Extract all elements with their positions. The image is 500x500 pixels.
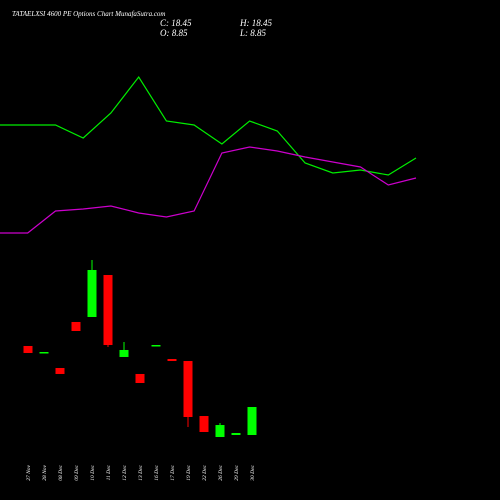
open-label: O: 8.85	[160, 28, 188, 38]
candle-body	[231, 433, 241, 435]
candle-body	[55, 368, 65, 374]
candle-body	[103, 275, 113, 345]
x-tick-label: 30 Dec	[250, 464, 256, 481]
x-tick-label: 22 Dec	[202, 464, 208, 480]
indicator-line	[0, 146, 417, 234]
low-label: L: 8.85	[239, 28, 267, 38]
candle-body	[119, 349, 129, 357]
candle-body	[167, 358, 177, 362]
candle-body	[183, 361, 193, 418]
x-tick-label: 26 Dec	[218, 464, 224, 480]
candle-body	[39, 351, 49, 354]
x-tick-label: 13 Dec	[138, 464, 144, 480]
candle-body	[199, 416, 209, 432]
x-tick-label: 27 Nov	[26, 464, 32, 480]
candle-body	[247, 406, 257, 435]
x-tick-label: 29 Dec	[234, 464, 240, 480]
indicator-line	[0, 75, 417, 176]
x-tick-label: 08 Dec	[58, 464, 64, 480]
x-tick-label: 12 Dec	[122, 464, 128, 480]
x-tick-label: 10 Dec	[90, 464, 96, 480]
x-tick-label: 19 Dec	[186, 464, 192, 480]
x-tick-label: 11 Dec	[106, 464, 112, 480]
x-tick-label: 16 Dec	[154, 464, 160, 480]
candle-body	[23, 345, 33, 353]
candle-body	[71, 321, 81, 332]
high-label: H: 18.45	[239, 18, 272, 28]
chart-title: TATAELXSI 4600 PE Options Chart MunafaSu…	[12, 10, 165, 18]
candle-body	[215, 425, 225, 438]
close-label: C: 18.45	[160, 18, 192, 28]
x-tick-label: 28 Nov	[42, 464, 48, 480]
candle-body	[135, 373, 145, 383]
candle-body	[87, 269, 97, 318]
x-tick-label: 09 Dec	[74, 464, 80, 480]
x-tick-label: 17 Dec	[170, 464, 176, 480]
candle-body	[151, 344, 161, 347]
